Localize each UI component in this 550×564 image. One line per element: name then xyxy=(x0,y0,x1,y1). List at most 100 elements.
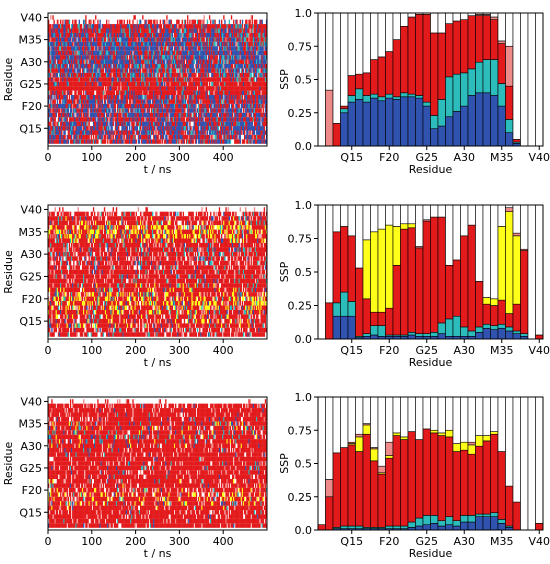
heatmap-cell-res13 xyxy=(218,134,221,140)
heatmap-cell-res28 xyxy=(256,68,258,73)
heatmap-cell-res26 xyxy=(172,77,175,82)
heatmap-cell-res18 xyxy=(212,112,214,118)
heatmap-cell-res33 xyxy=(170,46,172,51)
heatmap-cell-res25 xyxy=(188,81,190,87)
heatmap-cell-res22 xyxy=(157,95,159,100)
heatmap-cell-res27 xyxy=(164,72,166,78)
heatmap-cell-res22 xyxy=(201,95,203,100)
heatmap-cell-res25 xyxy=(143,81,145,87)
heatmap-cell-res32 xyxy=(202,50,204,56)
heatmap-cell-res25 xyxy=(134,81,136,87)
heatmap-cell-res33 xyxy=(191,46,193,51)
heatmap-cell-res31 xyxy=(195,55,198,60)
heatmap-cell-res25 xyxy=(224,81,226,87)
heatmap-cell-res28 xyxy=(240,68,243,73)
heatmap-cell-res15 xyxy=(239,126,241,131)
heatmap-cell-res14 xyxy=(200,130,202,135)
heatmap-cell-res13 xyxy=(168,134,170,140)
heatmap-cell-res12 xyxy=(81,139,84,144)
heatmap-cell-res30 xyxy=(231,59,234,64)
heatmap-cell-res29 xyxy=(96,63,98,69)
heatmap-cell-res12 xyxy=(223,139,225,144)
heatmap-cell-res31 xyxy=(114,55,117,60)
heatmap-cell-res17 xyxy=(131,117,133,122)
heatmap-cell-res30 xyxy=(50,59,52,64)
heatmap-cell-res29 xyxy=(65,63,67,69)
heatmap-cell-res16 xyxy=(210,121,212,127)
heatmap-cell-res24 xyxy=(200,86,202,91)
heatmap-cell-res12 xyxy=(91,139,94,144)
heatmap-cell-res13 xyxy=(67,134,70,140)
heatmap-cell-res22 xyxy=(88,95,90,100)
heatmap-cell-res18 xyxy=(164,112,166,118)
heatmap-cell-res22 xyxy=(230,95,233,100)
heatmap-cell-res24 xyxy=(122,86,124,91)
heatmap-cell-res29 xyxy=(132,63,134,69)
heatmap-cell-res29 xyxy=(164,63,166,69)
heatmap-cell-res24 xyxy=(181,86,183,91)
heatmap-cell-res33 xyxy=(54,46,56,51)
heatmap-cell-res15 xyxy=(178,126,180,131)
heatmap-cell-res13 xyxy=(86,134,88,140)
heatmap-cell-res34 xyxy=(86,41,88,47)
heatmap-cell-res23 xyxy=(184,90,187,96)
heatmap-cell-res13 xyxy=(52,134,54,140)
heatmap-cell-res20 xyxy=(181,103,183,109)
heatmap-cell-res33 xyxy=(100,46,102,51)
heatmap-cell-res15 xyxy=(215,126,217,131)
heatmap-cell-res19 xyxy=(173,108,176,113)
heatmap-cell-res20 xyxy=(79,103,82,109)
heatmap-cell-res15 xyxy=(256,126,258,131)
heatmap-cell-res27 xyxy=(143,72,145,78)
heatmap-cell-res23 xyxy=(253,90,256,96)
heatmap-cell-res12 xyxy=(80,139,83,144)
heatmap-cell-res25 xyxy=(198,81,200,87)
heatmap-cell-res33 xyxy=(185,46,188,51)
heatmap-cell-res33 xyxy=(251,46,254,51)
heatmap-cell-res12 xyxy=(62,139,64,144)
heatmap-cell-res31 xyxy=(187,55,189,60)
heatmap-cell-res23 xyxy=(58,90,61,96)
heatmap-cell-res15 xyxy=(245,126,247,131)
heatmap-cell-res27 xyxy=(236,72,238,78)
heatmap-cell-res18 xyxy=(204,112,206,118)
heatmap-cell-res33 xyxy=(96,46,98,51)
heatmap-cell-res20 xyxy=(214,103,216,109)
heatmap-cell-res26 xyxy=(126,77,129,82)
heatmap-cell-res31 xyxy=(229,55,232,60)
heatmap-cell-res22 xyxy=(189,95,191,100)
heatmap-cell-res14 xyxy=(81,130,84,135)
heatmap-cell-res31 xyxy=(184,55,187,60)
heatmap-cell-res32 xyxy=(69,50,72,56)
heatmap-cell-res20 xyxy=(159,103,162,109)
heatmap-cell-res29 xyxy=(210,63,212,69)
heatmap-cell-res21 xyxy=(60,99,62,104)
heatmap-cell-res31 xyxy=(164,55,166,60)
heatmap-cell-res14 xyxy=(201,130,203,135)
heatmap-cell-res23 xyxy=(137,90,140,96)
heatmap-cell-res14 xyxy=(85,130,87,135)
heatmap-cell-res27 xyxy=(247,72,249,78)
heatmap-cell-res12 xyxy=(67,139,70,144)
heatmap-cell-res28 xyxy=(207,68,210,73)
heatmap-cell-res26 xyxy=(88,77,90,82)
heatmap-cell-res32 xyxy=(184,50,187,56)
heatmap-cell-res20 xyxy=(103,103,106,109)
heatmap-cell-res30 xyxy=(187,59,189,64)
heatmap-cell-res23 xyxy=(173,90,176,96)
heatmap-cell-res18 xyxy=(205,112,208,118)
heatmap-cell-res13 xyxy=(187,134,189,140)
heatmap-cell-res17 xyxy=(190,117,192,122)
heatmap-cell-res32 xyxy=(131,50,133,56)
heatmap-cell-res29 xyxy=(256,63,258,69)
heatmap-cell-res17 xyxy=(259,117,261,122)
heatmap-cell-res30 xyxy=(68,59,71,64)
heatmap-cell-res31 xyxy=(122,55,124,60)
heatmap-cell-res25 xyxy=(256,81,258,87)
heatmap-cell-res20 xyxy=(131,103,133,109)
heatmap-cell-res24 xyxy=(256,86,258,91)
heatmap-cell-res24 xyxy=(187,86,189,91)
heatmap-cell-res16 xyxy=(258,121,260,127)
heatmap-cell-res16 xyxy=(248,121,250,127)
heatmap-cell-res19 xyxy=(89,108,91,113)
